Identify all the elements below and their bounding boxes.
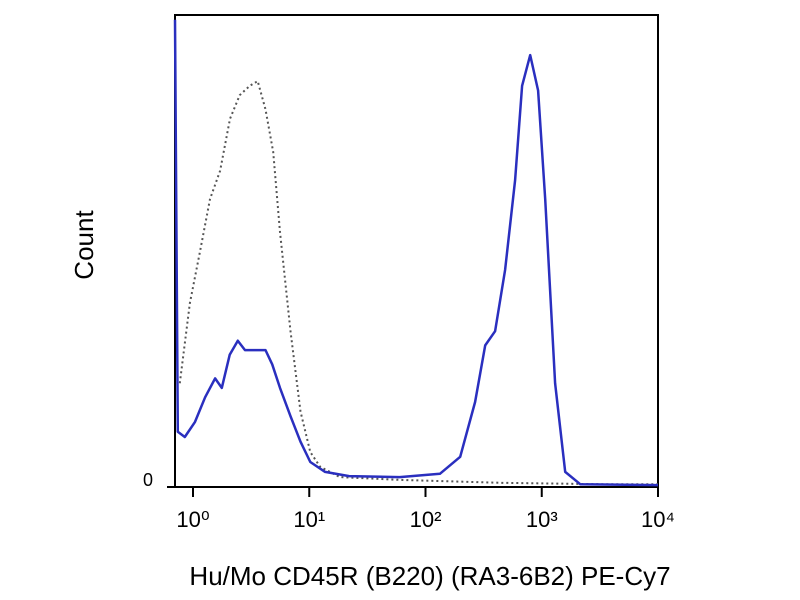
x-tick-label: 10⁴ [641,507,675,532]
x-axis-label: Hu/Mo CD45R (B220) (RA3-6B2) PE-Cy7 [189,561,670,591]
x-tick-label: 10² [410,507,442,532]
series-line [178,80,658,486]
plot-frame [174,14,659,488]
series-line [173,19,659,487]
x-tick-label: 10⁰ [176,507,209,532]
y-tick-label: 0 [143,470,153,490]
y-axis-label: Count [69,210,99,280]
x-tick-label: 10¹ [293,507,325,532]
x-tick-label: 10³ [526,507,558,532]
